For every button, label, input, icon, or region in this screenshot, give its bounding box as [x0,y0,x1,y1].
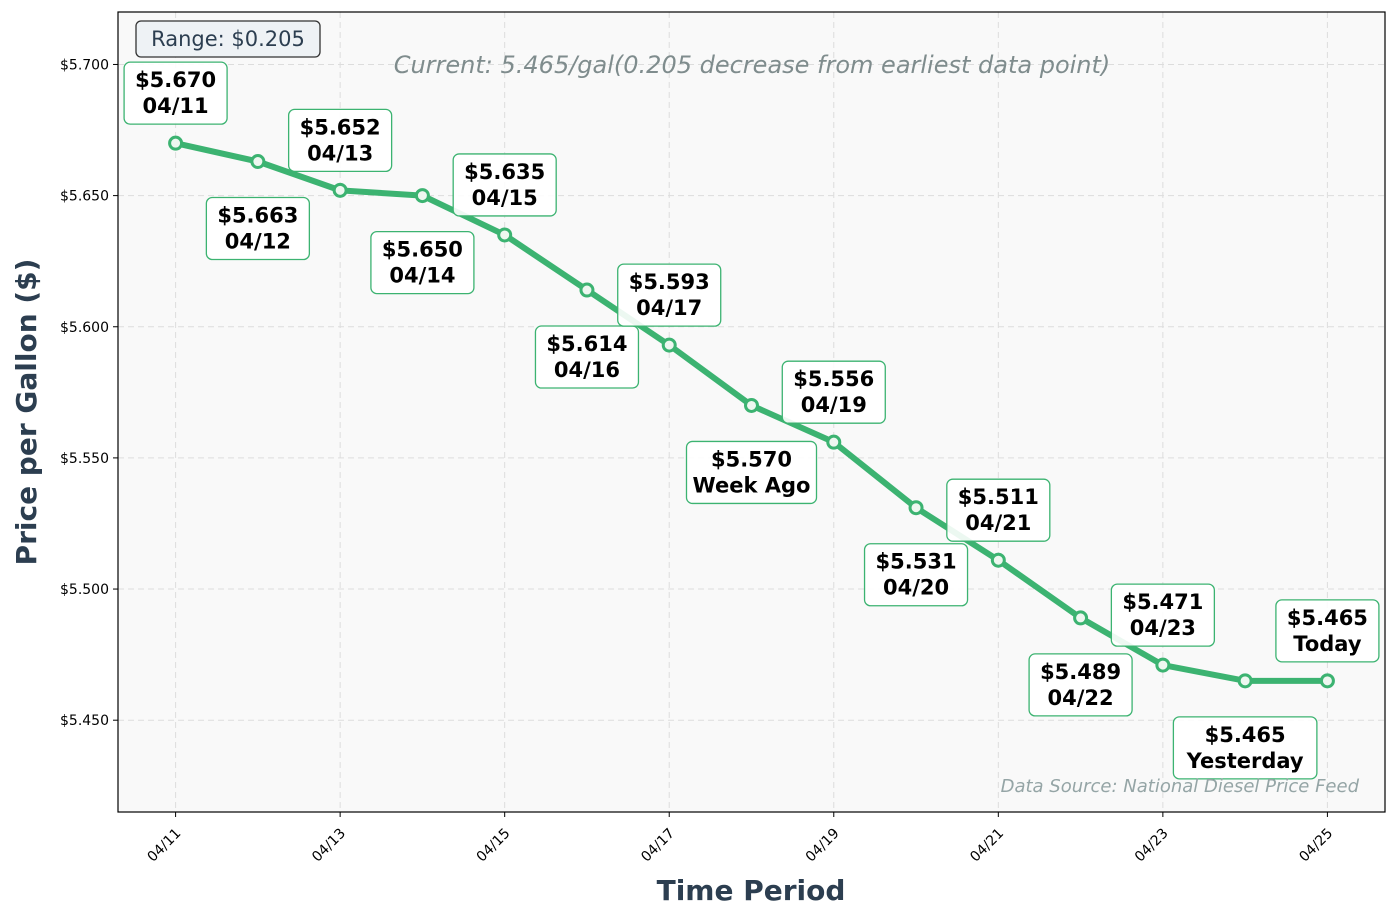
point-label-tag: 04/20 [883,576,949,600]
point-label-price: $5.614 [546,332,627,356]
y-tick-label: $5.650 [60,189,109,205]
data-point [826,434,842,450]
data-point [744,397,759,413]
data-point [661,337,677,353]
x-axis-label: Time Period [657,874,846,907]
x-tick-label: 04/21 [967,826,1007,866]
x-tick-label: 04/11 [145,826,185,866]
point-label-price: $5.670 [135,68,216,92]
point-label-box [205,196,311,261]
point-label-tag: 04/13 [307,141,373,165]
data-point [497,227,513,243]
point-label-price: $5.663 [217,204,298,228]
point-label-tag: 04/23 [1130,616,1196,640]
data-point [1237,673,1253,689]
x-tick-label: 04/23 [1132,826,1172,866]
range-box [135,20,321,58]
data-point [990,552,1006,568]
y-axis: $5.450 $5.500 $5.550 $5.600 $5.650 $5.700 [60,57,118,729]
x-axis: 04/11 04/13 04/15 04/17 04/19 04/21 04/23 04/25 [145,812,1336,866]
data-source: Data Source: National Diesel Price Feed [1001,776,1360,797]
point-label-tag: Yesterday [1186,749,1304,773]
point-label-tag: 04/11 [143,94,209,118]
point-label-price: $5.531 [876,550,957,574]
data-point [168,135,184,151]
y-tick-label: $5.450 [60,713,109,729]
point-label-price: $5.471 [1122,590,1203,614]
point-label-price: $5.556 [793,367,874,391]
point-label-box [123,61,228,125]
point-label-box [452,153,557,217]
data-point [908,500,924,516]
y-tick-label: $5.600 [60,320,109,336]
point-label-box [1172,716,1318,780]
point-label-tag: 04/12 [225,230,291,254]
point-label-box [287,108,393,173]
data-point [1319,673,1335,689]
point-label-box [534,325,640,389]
current-annotation: Current: 5.465/gal(0.205 decrease from e… [394,51,1111,79]
y-tick-label: $5.500 [60,582,109,598]
data-point [332,182,348,198]
data-point [414,188,430,204]
x-tick-label: 04/25 [1296,826,1336,866]
point-label-price: $5.593 [629,270,710,294]
x-tick-label: 04/15 [474,826,514,866]
point-label-box [1110,583,1216,647]
point-label-tag: 04/15 [472,186,538,210]
plot-frame [117,11,1386,813]
point-label-price: $5.465 [1287,606,1368,630]
point-label-tag: 04/19 [801,393,867,417]
point-label-tag: 04/14 [389,264,455,288]
point-label-price: $5.650 [382,238,463,262]
x-tick-label: 04/19 [803,826,843,866]
point-label-tag: 04/16 [554,358,620,382]
point-label-price: $5.465 [1205,723,1286,747]
point-label-price: $5.511 [958,485,1039,509]
point-label-box [370,230,475,295]
x-tick-label: 04/13 [309,826,349,866]
point-label-box [685,440,818,505]
x-tick-label: 04/17 [638,826,678,866]
point-label-box [1028,653,1133,717]
point-label-tag: Today [1293,632,1362,656]
point-label-price: $5.635 [464,160,545,184]
point-label-price: $5.570 [711,447,792,471]
point-label-box [781,360,886,424]
point-label-box [617,263,722,327]
point-label-box [1275,599,1380,663]
range-annotation: Range: $0.205 [151,27,305,51]
point-label-price: $5.489 [1040,660,1121,684]
point-label-tag: 04/21 [965,511,1031,535]
point-label-box [863,543,969,607]
series-line [168,135,1335,689]
point-label-tag: Week Ago [693,473,811,497]
point-label-tag: 04/22 [1048,686,1114,710]
data-point [1073,610,1089,626]
y-axis-label: Price per Gallon ($) [10,259,43,566]
point-label-tag: 04/17 [636,296,702,320]
point-labels: $5.67004/11$5.66304/12$5.65204/13$5.6500… [123,61,1380,780]
point-label-price: $5.652 [300,115,381,139]
point-label-box [946,478,1051,542]
y-tick-label: $5.550 [60,451,109,467]
y-tick-label: $5.700 [60,57,109,73]
data-point [579,282,595,298]
data-point [1155,657,1171,673]
data-point [250,154,266,170]
